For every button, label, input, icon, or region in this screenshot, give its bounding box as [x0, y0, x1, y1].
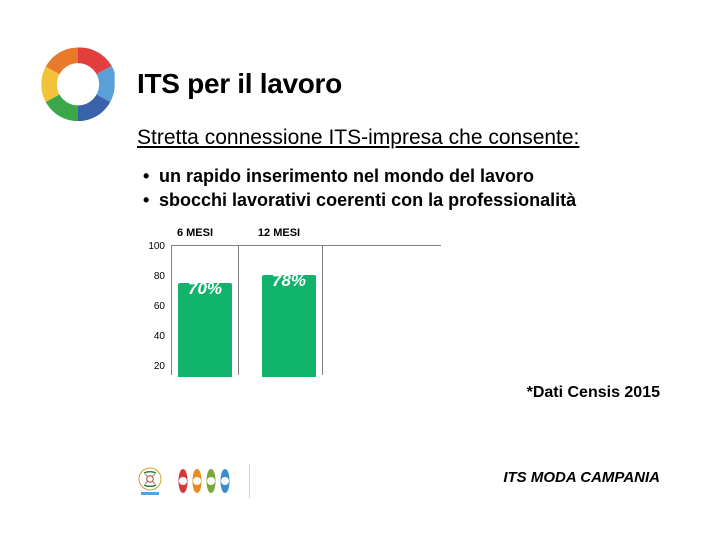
chart-plot-area: 70% 78%	[171, 245, 441, 375]
y-tick-label: 20	[141, 361, 165, 372]
employment-bar-chart: 6 MESI 12 MESI 100 80 60 40 20 70% 78%	[141, 227, 451, 387]
chart-source-note: *Dati Censis 2015	[527, 384, 660, 402]
miur-logo-icon	[175, 465, 237, 497]
bullet-item: un rapido inserimento nel mondo del lavo…	[137, 164, 680, 188]
y-tick-label: 100	[141, 241, 165, 252]
footer-text: ITS MODA CAMPANIA	[503, 469, 660, 486]
bullet-list: un rapido inserimento nel mondo del lavo…	[137, 164, 680, 213]
chart-gridline	[238, 246, 239, 375]
bullet-item: sbocchi lavorativi coerenti con la profe…	[137, 188, 680, 212]
italy-emblem-icon	[137, 466, 163, 496]
slide-title: ITS per il lavoro	[137, 68, 680, 100]
y-tick-label: 60	[141, 301, 165, 312]
chart-gridline	[322, 246, 323, 375]
y-tick-label: 40	[141, 331, 165, 342]
footer-divider	[249, 464, 250, 498]
chart-bar: 78%	[262, 275, 316, 377]
chart-category-headers: 6 MESI 12 MESI	[173, 227, 301, 239]
brand-ring-logo	[32, 42, 124, 134]
slide-subtitle: Stretta connessione ITS-impresa che cons…	[137, 126, 680, 150]
y-tick-label: 80	[141, 271, 165, 282]
chart-header: 6 MESI	[173, 227, 217, 239]
chart-bar-label: 78%	[262, 271, 316, 291]
chart-header: 12 MESI	[257, 227, 301, 239]
chart-bar: 70%	[178, 283, 232, 377]
footer-logos	[137, 464, 250, 498]
chart-bar-label: 70%	[178, 279, 232, 299]
